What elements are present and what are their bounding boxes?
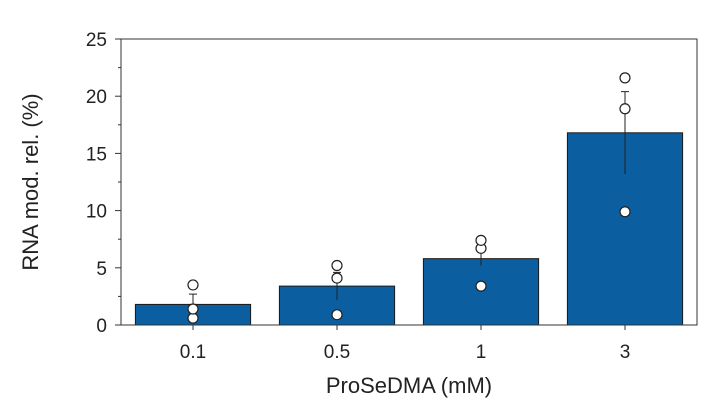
data-point-3-3 (619, 72, 631, 84)
data-point-0.5-3 (331, 259, 343, 272)
y-tick-label-25: 25 (86, 30, 107, 51)
data-point-1-3 (475, 234, 487, 246)
y-tick-label-10: 10 (86, 202, 107, 223)
bar-1 (422, 258, 540, 326)
x-tick-label-3: 3 (620, 342, 631, 363)
x-tick-label-1: 1 (476, 342, 487, 363)
data-point-0.5-2 (331, 272, 343, 284)
data-point-0.1-1 (187, 312, 199, 324)
x-axis-title: ProSeDMA (mM) (326, 373, 492, 398)
x-axis-ticks: 0.1 0.5 1 3 (180, 325, 631, 363)
error-bars-layer (189, 91, 629, 315)
data-point-0.1-3 (187, 279, 199, 291)
x-tick-label-0.1: 0.1 (180, 342, 206, 363)
y-tick-label-20: 20 (86, 87, 107, 108)
data-point-3-1 (619, 206, 631, 218)
y-axis-ticks: 0 5 10 15 20 25 (86, 30, 121, 337)
y-tick-label-0: 0 (96, 316, 107, 337)
data-point-3-2 (619, 103, 631, 115)
y-tick-label-5: 5 (96, 259, 107, 280)
data-point-0.1-2 (187, 303, 199, 315)
bars-layer (134, 132, 684, 326)
x-tick-label-0.5: 0.5 (324, 342, 350, 363)
y-axis-title: RNA mod. rel. (%) (18, 93, 43, 270)
data-points-layer (187, 72, 631, 324)
y-tick-label-15: 15 (86, 144, 107, 165)
data-point-1-1 (475, 280, 487, 292)
data-point-0.5-1 (331, 309, 343, 321)
